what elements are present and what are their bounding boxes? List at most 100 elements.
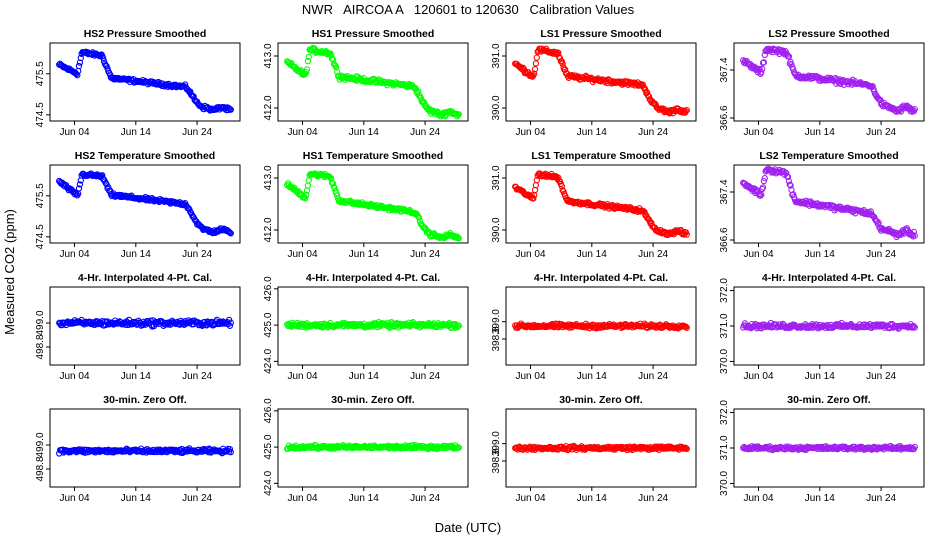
data-point xyxy=(455,444,462,451)
x-tick-label: Jun 14 xyxy=(577,371,607,382)
data-point xyxy=(226,229,234,236)
data-point xyxy=(225,228,233,236)
x-tick-label: Jun 14 xyxy=(121,493,151,504)
y-tick-label: 499.0 xyxy=(35,310,46,335)
panel-title: LS2 Temperature Smoothed xyxy=(759,150,898,162)
y-tick-label: 475.5 xyxy=(35,183,46,208)
y-tick-label: 367.4 xyxy=(719,179,730,204)
x-tick-label: Jun 24 xyxy=(866,249,896,260)
chart-panel: HS1 Pressure Smoothed Jun 04 Jun 14 Jun 24 4… xyxy=(263,28,469,138)
y-tick-label: 367.4 xyxy=(719,57,730,82)
x-tick-label: Jun 14 xyxy=(349,371,379,382)
chart-panel: HS2 Temperature Smoothed Jun 04 Jun 14 Jun … xyxy=(35,150,241,260)
data-point xyxy=(75,62,83,70)
y-axis-label: Measured CO2 (ppm) xyxy=(2,209,17,335)
data-point xyxy=(757,192,764,199)
data-point xyxy=(227,448,234,456)
data-point xyxy=(394,320,401,328)
data-point xyxy=(911,324,918,331)
data-point xyxy=(304,182,312,189)
data-point xyxy=(100,55,107,62)
chart-panel: 4-Hr. Interpolated 4-Pt. Cal. Jun 04 Jun 1… xyxy=(719,272,925,382)
x-tick-label: Jun 04 xyxy=(744,493,774,504)
data-point xyxy=(683,231,690,238)
data-point xyxy=(297,67,305,74)
data-point xyxy=(790,191,797,198)
data-point xyxy=(533,177,540,184)
y-tick-label: 426.0 xyxy=(263,276,274,301)
plot-frame xyxy=(505,42,697,122)
data-point xyxy=(910,228,918,236)
y-tick-label: 372.0 xyxy=(719,400,730,425)
data-point xyxy=(455,322,462,329)
data-point xyxy=(641,208,648,216)
chart-panel: 30-min. Zero Off. Jun 04 Jun 14 Jun 24 370.0… xyxy=(719,394,925,504)
data-point xyxy=(102,62,109,69)
y-tick-label: 474.5 xyxy=(35,102,46,127)
x-tick-label: Jun 04 xyxy=(744,249,774,260)
data-point xyxy=(758,191,765,198)
plot-frame xyxy=(277,164,469,244)
x-tick-label: Jun 04 xyxy=(60,127,90,138)
data-point xyxy=(785,53,793,60)
data-point xyxy=(74,72,81,79)
plot-frame xyxy=(733,42,925,122)
x-tick-label: Jun 24 xyxy=(866,493,896,504)
chart-panel: 4-Hr. Interpolated 4-Pt. Cal. Jun 04 Jun 1… xyxy=(263,272,469,382)
data-point xyxy=(554,50,561,57)
data-point xyxy=(911,106,918,113)
x-tick-label: Jun 24 xyxy=(410,249,440,260)
plot-frame xyxy=(277,408,469,488)
data-point xyxy=(796,198,803,205)
data-point xyxy=(760,177,768,185)
data-point xyxy=(624,78,631,85)
data-point xyxy=(105,184,112,191)
data-point xyxy=(559,187,566,194)
plot-frame xyxy=(49,286,241,366)
y-tick-label: 498.8 xyxy=(35,456,46,481)
data-point xyxy=(786,181,793,188)
data-point xyxy=(329,56,337,63)
data-point xyxy=(520,65,527,72)
data-point xyxy=(226,445,234,453)
data-point xyxy=(529,73,536,80)
data-point xyxy=(305,53,312,61)
y-tick-label: 412.0 xyxy=(263,217,274,242)
data-point xyxy=(874,220,881,227)
x-tick-label: Jun 04 xyxy=(516,127,546,138)
panel-title: 30-min. Zero Off. xyxy=(787,394,871,406)
panel-title: LS2 Pressure Smoothed xyxy=(768,28,889,40)
data-point xyxy=(760,59,768,66)
data-point xyxy=(555,49,562,56)
data-point xyxy=(303,66,311,73)
data-point xyxy=(75,185,83,192)
panel-title: 4-Hr. Interpolated 4-Pt. Cal. xyxy=(762,272,896,284)
data-point xyxy=(334,192,341,199)
x-tick-label: Jun 24 xyxy=(410,127,440,138)
data-point xyxy=(761,175,768,182)
y-tick-label: 390.0 xyxy=(491,217,502,242)
chart-panel: LS2 Pressure Smoothed Jun 04 Jun 14 Jun 24 3… xyxy=(719,28,925,138)
data-point xyxy=(759,184,767,191)
plot-frame xyxy=(49,408,241,488)
y-tick-label: 424.0 xyxy=(263,470,274,495)
data-point xyxy=(787,182,794,189)
data-point xyxy=(682,444,690,452)
y-tick-label: 413.0 xyxy=(263,165,274,190)
data-point xyxy=(683,324,690,331)
data-point xyxy=(334,68,341,76)
panel-title: 30-min. Zero Off. xyxy=(103,394,187,406)
x-tick-label: Jun 04 xyxy=(60,493,90,504)
data-point xyxy=(532,60,540,67)
x-tick-label: Jun 24 xyxy=(410,493,440,504)
x-tick-label: Jun 14 xyxy=(349,493,379,504)
data-point xyxy=(227,106,234,113)
data-point xyxy=(455,235,462,242)
plot-frame xyxy=(505,408,697,488)
data-point xyxy=(762,323,769,331)
x-tick-label: Jun 14 xyxy=(121,371,151,382)
y-tick-label: 391.0 xyxy=(491,43,502,68)
x-tick-label: Jun 24 xyxy=(182,371,212,382)
data-point xyxy=(415,214,423,221)
